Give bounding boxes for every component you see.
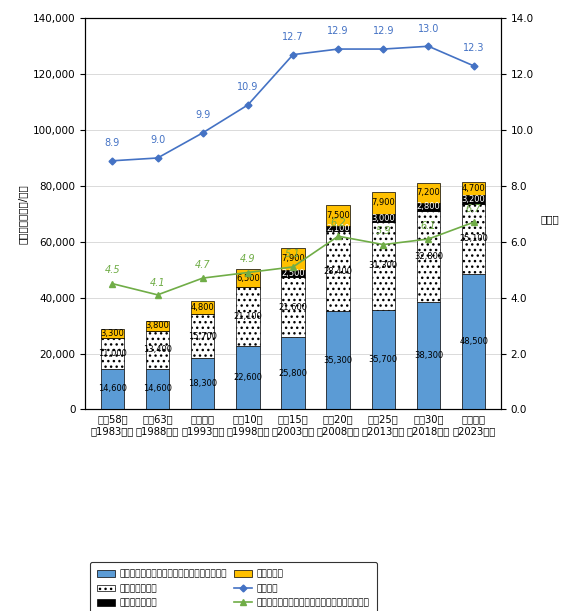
Text: 22,600: 22,600 — [233, 373, 262, 382]
Bar — [417, 183, 440, 203]
Bar — [281, 337, 305, 409]
Text: 15,700: 15,700 — [188, 332, 217, 341]
Text: 12.9: 12.9 — [373, 26, 394, 37]
Bar — [101, 368, 124, 409]
Text: 7,200: 7,200 — [417, 188, 440, 197]
Text: 5.1: 5.1 — [285, 249, 301, 258]
Text: 3,200: 3,200 — [462, 195, 485, 204]
Bar — [372, 192, 395, 214]
Bar — [462, 195, 485, 204]
Bar — [191, 358, 215, 409]
Text: 18,300: 18,300 — [188, 379, 217, 389]
Text: 2,100: 2,100 — [327, 224, 350, 233]
Bar — [327, 225, 350, 232]
Text: 2,500: 2,500 — [281, 269, 305, 278]
Bar — [372, 214, 395, 222]
Text: 25,800: 25,800 — [279, 369, 307, 378]
Bar — [281, 248, 305, 270]
Text: 4.7: 4.7 — [195, 260, 211, 269]
Legend: 賃貸・売却用および二次的住宅を除く空き家, 賃貸用の空き家, 売却用の空き家, 二次的住宅, 空き家率, 賃貸・売却用および二次的住宅を除く空き家率: 賃貸・売却用および二次的住宅を除く空き家, 賃貸用の空き家, 売却用の空き家, … — [90, 563, 377, 611]
Bar — [327, 311, 350, 409]
Y-axis label: （％）: （％） — [541, 214, 559, 224]
Bar — [327, 232, 350, 311]
Text: 13.0: 13.0 — [418, 24, 439, 34]
Text: 32,800: 32,800 — [414, 252, 443, 261]
Y-axis label: （戸）空き家数/棟数: （戸）空き家数/棟数 — [17, 184, 27, 244]
Text: 7,900: 7,900 — [281, 254, 305, 263]
Text: 21,100: 21,100 — [233, 312, 262, 321]
Bar — [191, 301, 215, 315]
Text: 28,400: 28,400 — [324, 266, 353, 276]
Text: 6,500: 6,500 — [236, 274, 260, 283]
Text: 2,800: 2,800 — [417, 202, 440, 211]
Text: 48,500: 48,500 — [459, 337, 488, 346]
Text: 3,000: 3,000 — [372, 213, 395, 222]
Bar — [236, 287, 259, 346]
Text: 31,300: 31,300 — [369, 262, 398, 271]
Bar — [236, 269, 259, 287]
Text: 4.5: 4.5 — [105, 265, 120, 276]
Text: 6.2: 6.2 — [331, 218, 346, 228]
Bar — [236, 346, 259, 409]
Bar — [372, 222, 395, 310]
Text: 21,600: 21,600 — [279, 302, 307, 312]
Text: 25,100: 25,100 — [459, 235, 488, 243]
Text: 4.1: 4.1 — [150, 278, 166, 288]
Bar — [146, 321, 170, 331]
Text: 35,300: 35,300 — [324, 356, 353, 365]
Text: 9.9: 9.9 — [195, 110, 211, 120]
Text: 14,600: 14,600 — [143, 384, 172, 393]
Text: 12.7: 12.7 — [282, 32, 304, 42]
Bar — [417, 203, 440, 211]
Text: 12.9: 12.9 — [327, 26, 349, 37]
Text: 7,500: 7,500 — [326, 211, 350, 219]
Bar — [417, 302, 440, 409]
Text: 4,800: 4,800 — [191, 303, 215, 312]
Bar — [417, 211, 440, 302]
Text: 3,300: 3,300 — [101, 329, 125, 338]
Text: 6.1: 6.1 — [420, 221, 436, 230]
Bar — [462, 274, 485, 409]
Text: 3,800: 3,800 — [146, 321, 170, 331]
Text: 11,000: 11,000 — [98, 349, 127, 357]
Text: 4,700: 4,700 — [462, 184, 485, 193]
Text: 4.9: 4.9 — [240, 254, 255, 264]
Text: 13,400: 13,400 — [143, 345, 172, 354]
Text: 7,900: 7,900 — [372, 199, 395, 207]
Bar — [146, 368, 170, 409]
Text: 35,700: 35,700 — [369, 355, 398, 364]
Bar — [191, 315, 215, 358]
Text: 10.9: 10.9 — [237, 82, 258, 92]
Text: 14,600: 14,600 — [98, 384, 127, 393]
Text: 5.9: 5.9 — [376, 226, 391, 236]
Bar — [101, 338, 124, 368]
Bar — [146, 331, 170, 368]
Bar — [327, 205, 350, 225]
Text: 12.3: 12.3 — [463, 43, 484, 53]
Text: 38,300: 38,300 — [414, 351, 443, 360]
Bar — [372, 310, 395, 409]
Text: 9.0: 9.0 — [150, 136, 165, 145]
Text: 6.7: 6.7 — [466, 204, 481, 214]
Bar — [281, 270, 305, 277]
Bar — [101, 329, 124, 338]
Bar — [462, 181, 485, 195]
Bar — [462, 204, 485, 274]
Bar — [281, 277, 305, 337]
Text: 8.9: 8.9 — [105, 138, 120, 148]
